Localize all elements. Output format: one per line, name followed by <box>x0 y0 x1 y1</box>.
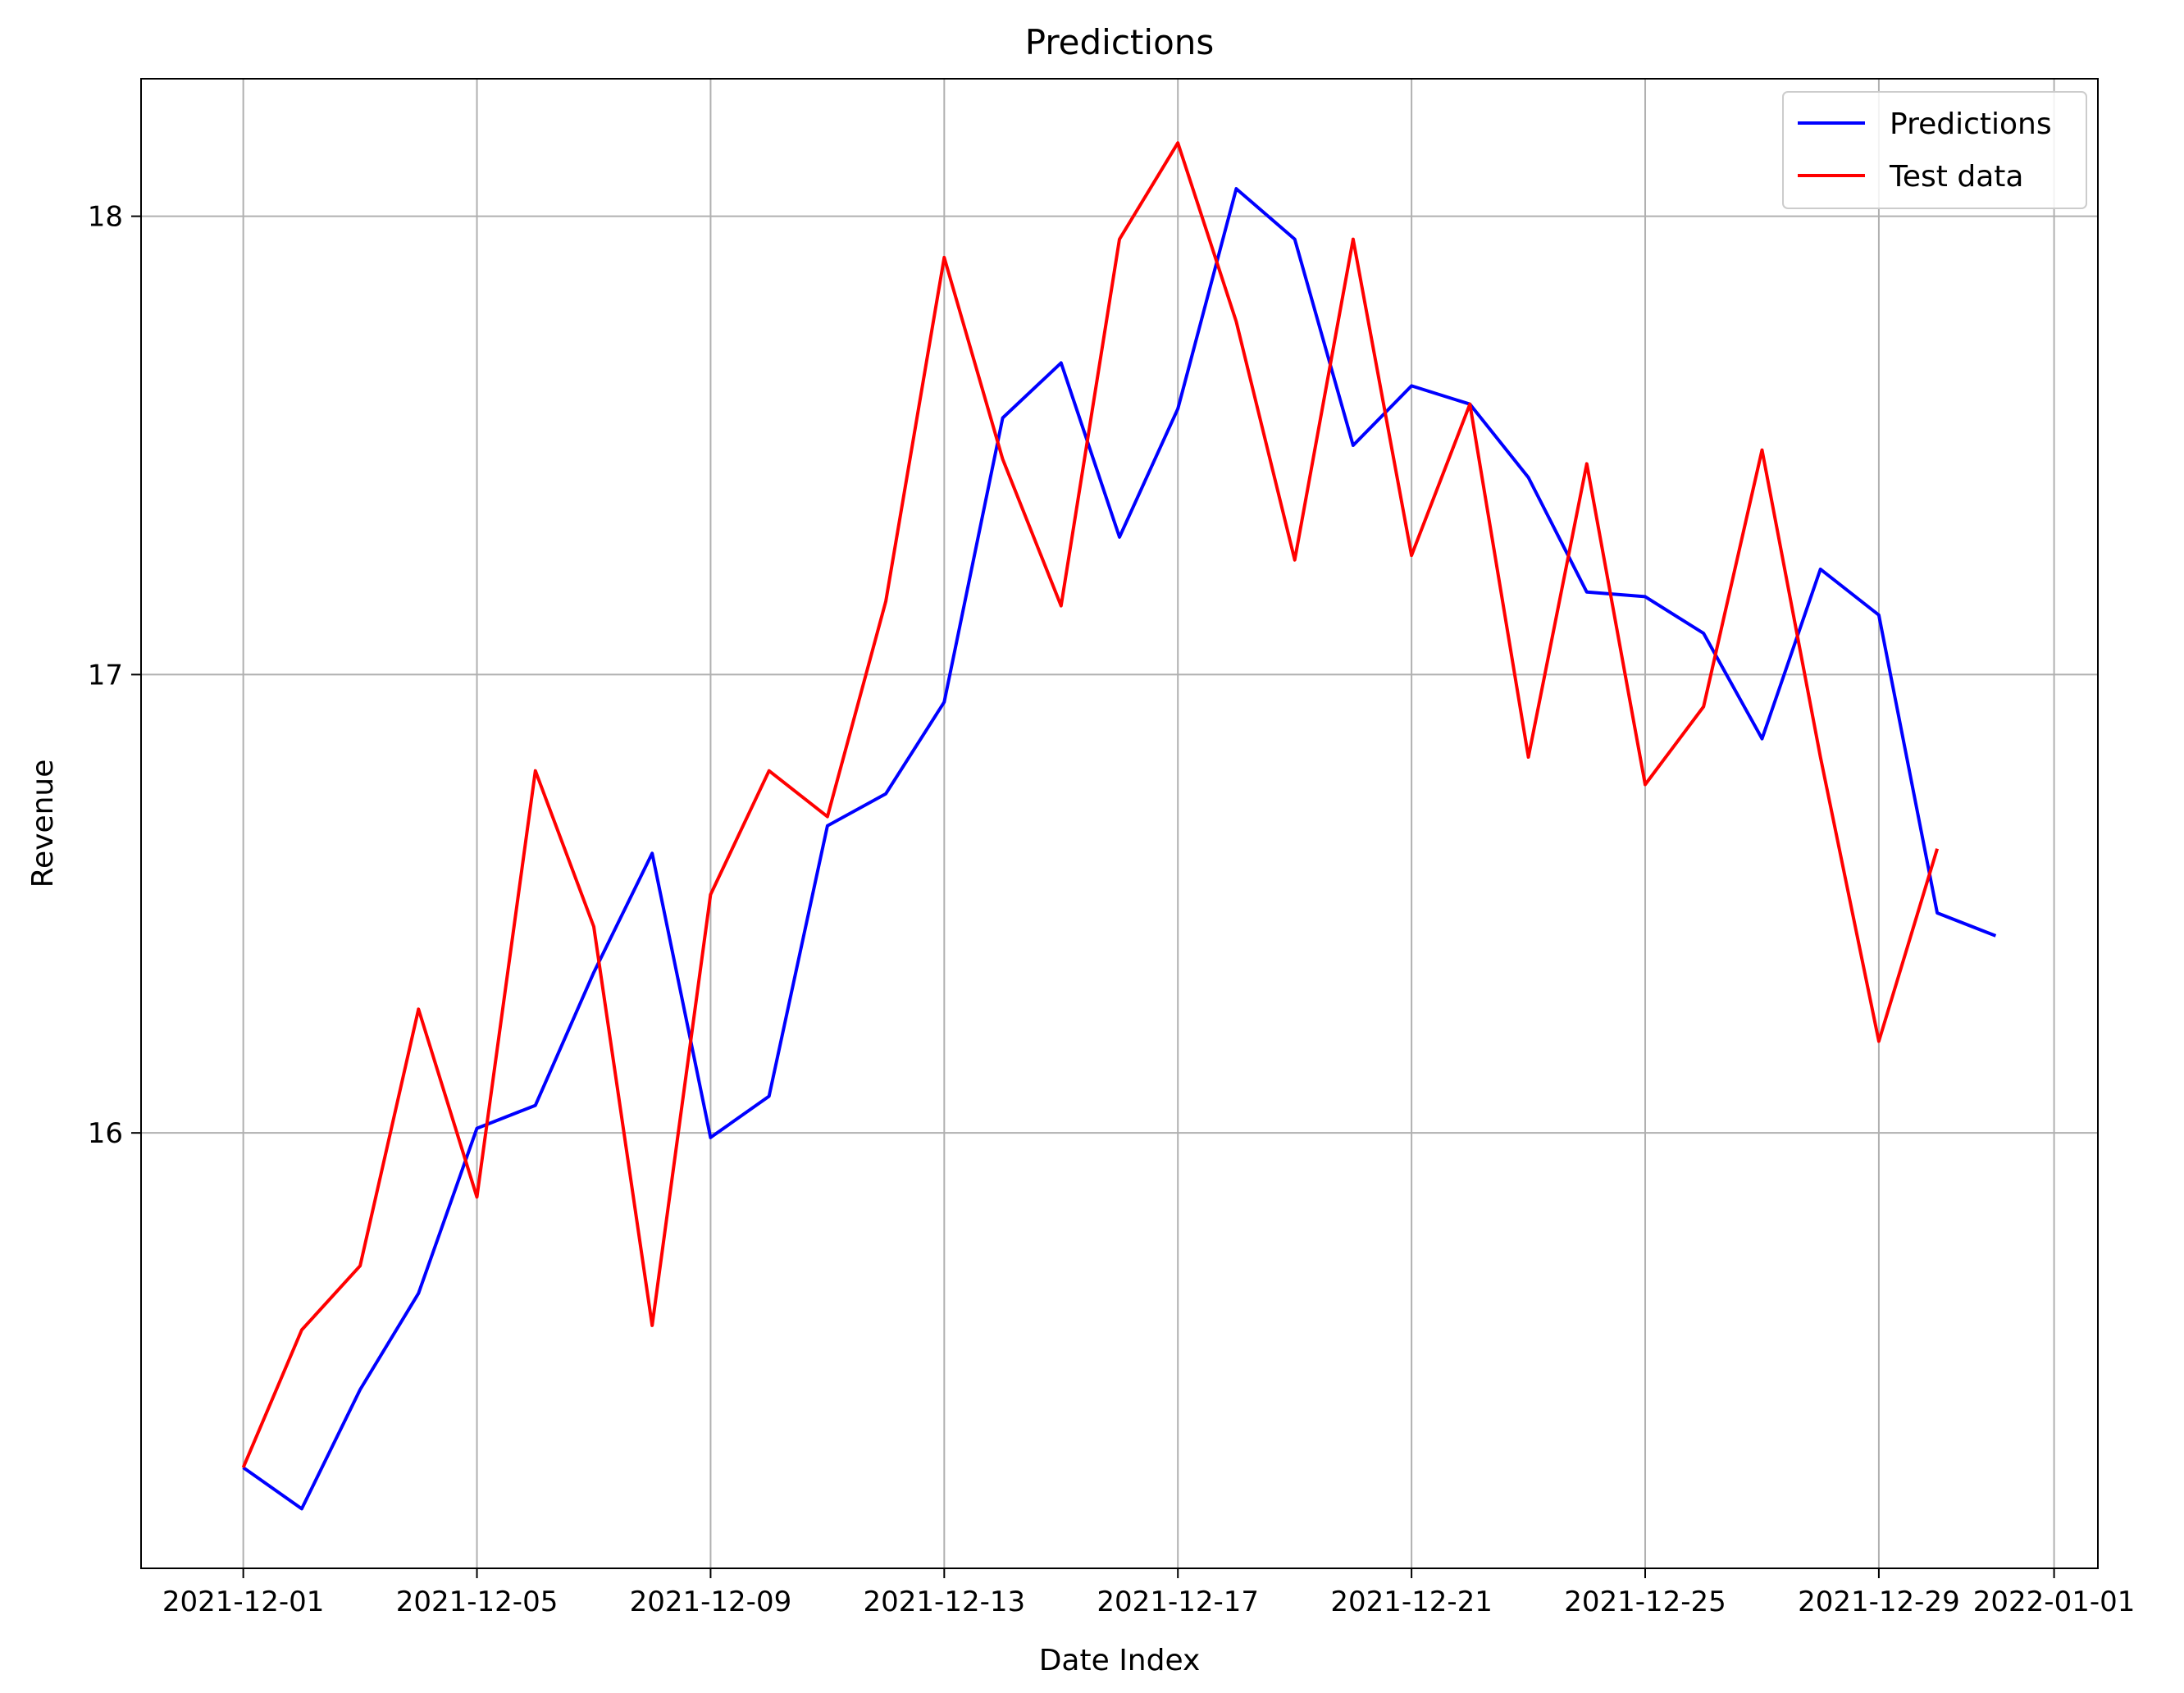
series-line-predictions <box>242 187 1997 1511</box>
grid-lines <box>141 79 2098 1568</box>
x-tick-label: 2021-12-25 <box>1564 1586 1726 1618</box>
plot-frame <box>140 78 2099 1569</box>
y-axis-ticks: 16 17 18 <box>88 201 141 1150</box>
x-axis-ticks: 2021-12-01 2021-12-05 2021-12-09 2021-12-13… <box>162 1568 2136 1618</box>
series-layer <box>241 141 1997 1511</box>
x-tick-label: 2021-12-21 <box>1330 1586 1493 1618</box>
x-tick-label: 2021-12-29 <box>1798 1586 1960 1618</box>
x-tick-label: 2021-12-01 <box>162 1586 325 1618</box>
x-tick-label: 2021-12-05 <box>396 1586 559 1618</box>
y-tick-label: 18 <box>88 201 123 234</box>
legend-box <box>1782 91 2087 209</box>
y-tick-label: 16 <box>88 1117 123 1150</box>
series-line-test-data <box>241 141 1940 1468</box>
legend-label: Predictions <box>1890 107 2052 141</box>
x-tick-label: 2022-01-01 <box>1973 1586 2136 1618</box>
x-tick-label: 2021-12-09 <box>630 1586 792 1618</box>
legend-label: Test data <box>1889 160 2023 194</box>
x-axis-label: Date Index <box>1039 1644 1201 1677</box>
y-axis-label: Revenue <box>26 760 60 888</box>
chart-title: Predictions <box>1025 22 1215 62</box>
x-tick-label: 2021-12-17 <box>1097 1586 1259 1618</box>
x-tick-label: 2021-12-13 <box>864 1586 1026 1618</box>
y-tick-label: 17 <box>88 659 123 691</box>
legend: Predictions Test data <box>1782 91 2087 209</box>
